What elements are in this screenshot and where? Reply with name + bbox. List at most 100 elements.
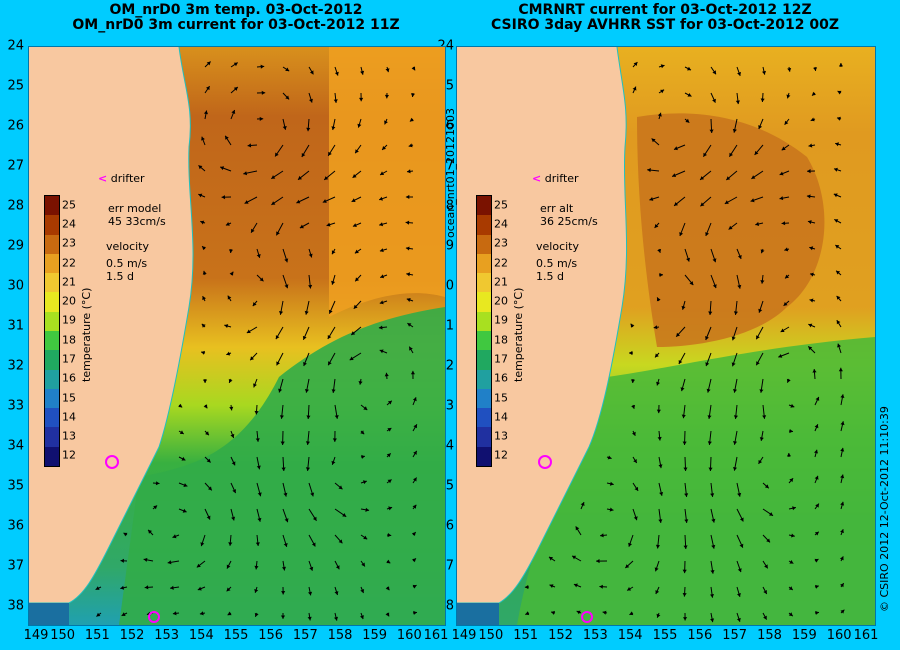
right-current-arrowhead <box>682 569 687 574</box>
right-lon-label-153: 153 <box>582 628 608 643</box>
left-current-arrowhead <box>307 616 312 621</box>
right-current-arrowhead <box>739 543 744 548</box>
left-current-arrowhead <box>405 194 410 199</box>
right-drifter-marker: < <box>532 172 542 185</box>
left-current-arrowhead <box>153 505 158 510</box>
right-current-arrowhead <box>729 152 733 157</box>
right-current-arrowhead <box>762 70 766 75</box>
right-colorbar-swatch <box>477 215 491 235</box>
right-colorbar-tick-20: 20 <box>494 294 508 308</box>
left-current-arrowhead <box>120 585 125 590</box>
left-lon-label-149: 149 <box>23 628 49 643</box>
left-current-arrowhead <box>409 346 413 351</box>
right-current-arrowhead <box>806 194 811 199</box>
right-current-arrowhead <box>836 295 841 300</box>
left-coastline <box>29 47 194 604</box>
left-current-arrowhead <box>361 562 365 567</box>
right-current-arrowhead <box>783 302 788 306</box>
right-green-band <box>517 337 875 625</box>
right-current-arrowhead <box>687 93 692 97</box>
left-current-arrowhead <box>304 310 309 315</box>
left-current-arrowhead <box>284 258 289 263</box>
left-lat-label-36: 36 <box>7 518 24 534</box>
left-current-arrowhead <box>408 143 413 148</box>
left-current-arrowhead <box>121 612 126 616</box>
left-lon-label-151: 151 <box>84 628 110 643</box>
right-current-arrowhead <box>680 387 685 392</box>
left-colorbar-title: temperature (°C) <box>80 287 93 382</box>
right-current-arrowhead <box>787 68 792 72</box>
left-current-arrowhead <box>230 433 235 438</box>
middle-product-label: ocean_nrt01_20121003 <box>444 107 457 238</box>
right-current-arrowhead <box>710 493 715 497</box>
left-colorbar-swatch <box>45 350 59 370</box>
right-lon-label-151: 151 <box>513 628 539 643</box>
left-current-arrowhead <box>256 465 261 470</box>
left-lat-label-33: 33 <box>7 398 24 414</box>
left-current-arrowhead <box>299 224 304 229</box>
left-current-arrowhead <box>283 492 288 497</box>
right-current-arrowhead <box>731 336 736 341</box>
left-current-arrowhead <box>206 458 211 463</box>
left-current-arrowhead <box>385 612 390 617</box>
right-current-arrowhead <box>679 232 684 236</box>
left-current-arrowhead <box>334 71 339 76</box>
left-current-arrowhead <box>256 254 261 258</box>
left-current-arrowhead <box>198 165 203 170</box>
left-current-arrowhead <box>412 558 416 563</box>
right-current-arrowhead <box>656 409 661 414</box>
left-colorbar-swatch <box>45 215 59 235</box>
left-current-arrowhead <box>363 406 368 410</box>
left-colorbar-swatch <box>45 273 59 293</box>
left-current-arrowhead <box>123 532 128 537</box>
right-current-arrowhead <box>709 129 714 133</box>
right-current-arrowhead <box>792 506 796 511</box>
right-current-arrowhead <box>689 281 694 286</box>
right-current-arrowhead <box>602 610 607 615</box>
left-current-arrowhead <box>254 589 259 593</box>
right-current-arrowhead <box>808 143 813 148</box>
right-current-arrowhead <box>836 270 841 275</box>
right-current-arrowhead <box>708 467 713 471</box>
left-east-orange-water <box>329 47 445 317</box>
left-current-arrowhead <box>228 542 233 546</box>
right-current-arrowhead <box>815 610 819 615</box>
left-current-arrowhead <box>197 586 202 591</box>
right-error-info: err alt 36 25cm/s <box>540 202 598 228</box>
right-current-arrowhead <box>576 610 581 615</box>
right-velocity-info: velocity 0.5 m/s 1.5 d <box>536 240 579 283</box>
right-current-arrowhead <box>683 545 688 549</box>
right-current-arrowhead <box>737 71 741 76</box>
left-current-arrowhead <box>229 406 234 411</box>
left-current-arrowhead <box>331 250 336 255</box>
left-current-arrowhead <box>280 615 286 619</box>
left-lon-label-153: 153 <box>154 628 180 643</box>
left-lat-label-27: 27 <box>7 158 24 174</box>
left-velocity-time: 1.5 d <box>106 270 134 283</box>
right-colorbar-swatch <box>477 350 491 370</box>
right-colorbar-swatch <box>477 292 491 312</box>
left-current-arrowhead <box>410 93 415 97</box>
left-current-arrowhead <box>387 400 392 405</box>
left-lat-label-38: 38 <box>7 598 24 614</box>
right-lon-label-160: 160 <box>826 628 852 643</box>
right-current-arrowhead <box>763 590 767 594</box>
left-current-arrowhead <box>379 222 384 227</box>
right-current-arrowhead <box>760 249 765 254</box>
right-current-arrowhead <box>732 128 737 133</box>
left-velocity-info: velocity 0.5 m/s 1.5 d <box>106 240 149 283</box>
left-current-arrowhead <box>202 296 206 301</box>
left-current-arrowhead <box>351 331 356 335</box>
left-current-arrowhead <box>349 356 354 361</box>
right-current-arrowhead <box>815 503 819 508</box>
left-current-arrowhead <box>405 220 410 225</box>
left-current-arrowhead <box>255 438 260 442</box>
left-current-arrowhead <box>251 228 255 233</box>
left-current-arrowhead <box>172 611 177 616</box>
left-title-line1: OM_nrD0 3m temp. 03-Oct-2012 <box>109 2 363 18</box>
left-current-arrowhead <box>232 489 236 494</box>
right-current-arrowhead <box>687 66 691 71</box>
right-current-arrowhead <box>784 247 789 252</box>
right-current-arrowhead <box>575 526 580 531</box>
right-current-arrowhead <box>786 453 791 457</box>
